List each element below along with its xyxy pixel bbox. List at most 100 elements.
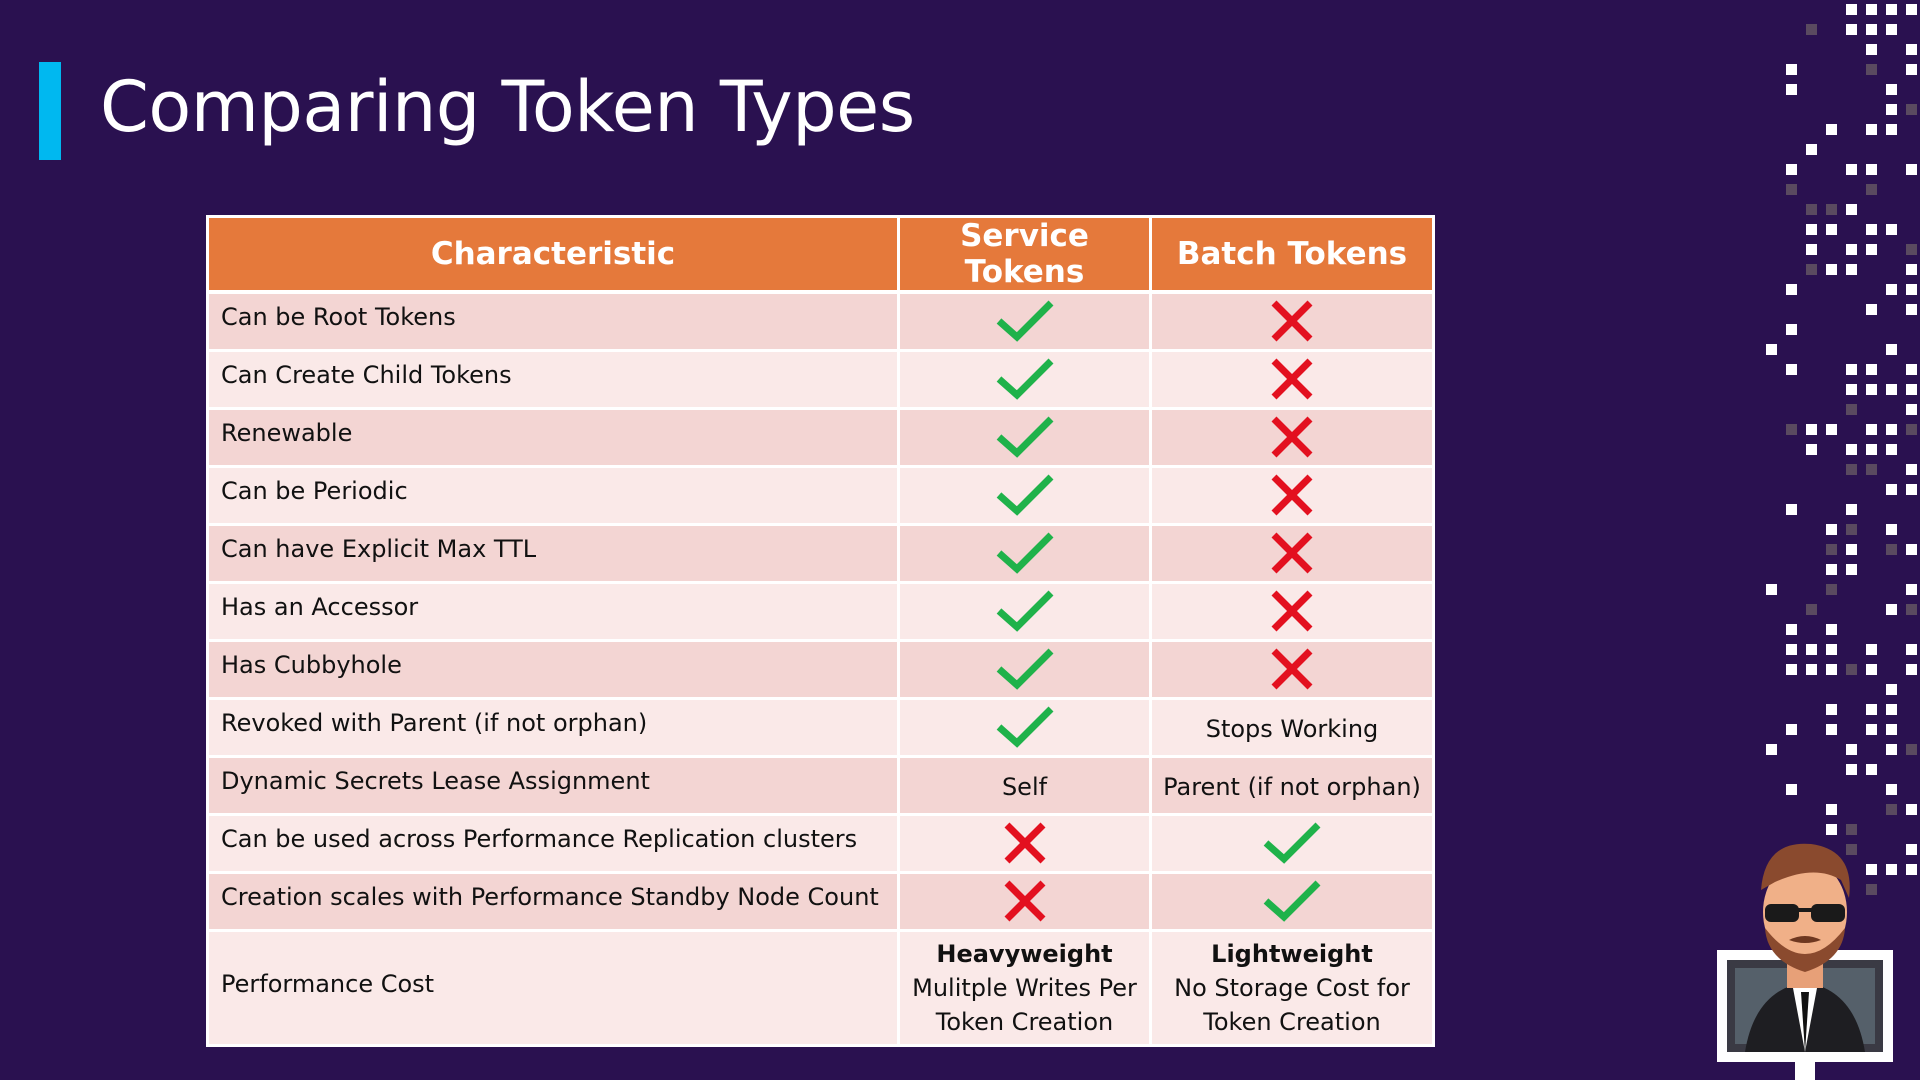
pixel-square bbox=[1766, 744, 1777, 755]
pixel-square bbox=[1906, 244, 1917, 255]
pixel-square bbox=[1866, 764, 1877, 775]
batch-cell bbox=[1149, 638, 1435, 700]
check-icon bbox=[995, 705, 1055, 749]
row-label: Has an Accessor bbox=[206, 580, 900, 642]
pixel-square bbox=[1866, 244, 1877, 255]
header-batch-tokens: Batch Tokens bbox=[1149, 215, 1435, 294]
pixel-square bbox=[1786, 504, 1797, 515]
pixel-square bbox=[1826, 124, 1837, 135]
pixel-square bbox=[1886, 604, 1897, 615]
slide-title: Comparing Token Types bbox=[100, 66, 915, 148]
pixel-square bbox=[1846, 24, 1857, 35]
service-cell bbox=[897, 580, 1152, 642]
pixel-square bbox=[1786, 84, 1797, 95]
service-cell bbox=[897, 870, 1152, 932]
pixel-square bbox=[1826, 424, 1837, 435]
table-header-row: Characteristic Service Tokens Batch Toke… bbox=[206, 215, 1435, 294]
row-label: Can Create Child Tokens bbox=[206, 348, 900, 410]
pixel-square bbox=[1866, 64, 1877, 75]
pixel-square bbox=[1846, 204, 1857, 215]
check-icon bbox=[995, 357, 1055, 401]
pixel-square bbox=[1806, 204, 1817, 215]
pixel-square bbox=[1846, 664, 1857, 675]
service-cell bbox=[897, 406, 1152, 468]
pixel-square bbox=[1886, 224, 1897, 235]
service-cell: Self bbox=[897, 754, 1152, 816]
batch-cost-line: No Storage Cost for bbox=[1174, 973, 1410, 1002]
table-row: Can be Periodic bbox=[206, 464, 1435, 526]
pixel-square bbox=[1866, 124, 1877, 135]
batch-cell: Parent (if not orphan) bbox=[1149, 754, 1435, 816]
cross-icon bbox=[1270, 473, 1314, 517]
pixel-square bbox=[1906, 4, 1917, 15]
batch-cell bbox=[1149, 522, 1435, 584]
pixel-square bbox=[1886, 424, 1897, 435]
service-cost-cell: Heavyweight Mulitple Writes Per Token Cr… bbox=[897, 928, 1152, 1047]
check-icon bbox=[995, 531, 1055, 575]
row-label: Renewable bbox=[206, 406, 900, 468]
pixel-square bbox=[1806, 444, 1817, 455]
service-cell bbox=[897, 522, 1152, 584]
pixel-square bbox=[1906, 844, 1917, 855]
pixel-square bbox=[1906, 64, 1917, 75]
pixel-square bbox=[1786, 284, 1797, 295]
pixel-square bbox=[1826, 204, 1837, 215]
pixel-square bbox=[1906, 424, 1917, 435]
pixel-square bbox=[1826, 544, 1837, 555]
pixel-square bbox=[1866, 304, 1877, 315]
table-row: Creation scales with Performance Standby… bbox=[206, 870, 1435, 932]
cross-icon bbox=[1003, 879, 1047, 923]
batch-cost-line: Token Creation bbox=[1203, 1007, 1381, 1036]
pixel-square bbox=[1806, 264, 1817, 275]
pixel-square bbox=[1846, 264, 1857, 275]
batch-cell bbox=[1149, 464, 1435, 526]
batch-cell: Stops Working bbox=[1149, 696, 1435, 758]
check-icon bbox=[995, 647, 1055, 691]
pixel-square bbox=[1886, 684, 1897, 695]
table-row: Has an Accessor bbox=[206, 580, 1435, 642]
pixel-square bbox=[1886, 784, 1897, 795]
title-accent-bar bbox=[39, 62, 61, 160]
cross-icon bbox=[1003, 821, 1047, 865]
pixel-square bbox=[1786, 324, 1797, 335]
pixel-square bbox=[1846, 504, 1857, 515]
pixel-square bbox=[1866, 364, 1877, 375]
pixel-square bbox=[1846, 764, 1857, 775]
pixel-square bbox=[1906, 604, 1917, 615]
table-row: Can be used across Performance Replicati… bbox=[206, 812, 1435, 874]
row-label: Can be Periodic bbox=[206, 464, 900, 526]
pixel-square bbox=[1786, 164, 1797, 175]
pixel-square bbox=[1826, 584, 1837, 595]
pixel-square bbox=[1886, 484, 1897, 495]
pixel-square bbox=[1906, 544, 1917, 555]
pixel-square bbox=[1866, 24, 1877, 35]
pixel-square bbox=[1806, 24, 1817, 35]
batch-cell bbox=[1149, 348, 1435, 410]
pixel-square bbox=[1906, 744, 1917, 755]
pixel-square bbox=[1826, 724, 1837, 735]
pixel-square bbox=[1906, 364, 1917, 375]
header-service-tokens: Service Tokens bbox=[897, 215, 1152, 294]
header-characteristic: Characteristic bbox=[206, 215, 900, 294]
pixel-square bbox=[1866, 664, 1877, 675]
batch-cell bbox=[1149, 870, 1435, 932]
pixel-square bbox=[1826, 224, 1837, 235]
pixel-square bbox=[1846, 4, 1857, 15]
batch-cell bbox=[1149, 812, 1435, 874]
pixel-square bbox=[1846, 404, 1857, 415]
pixel-square bbox=[1786, 784, 1797, 795]
check-icon bbox=[1262, 879, 1322, 923]
pixel-square bbox=[1846, 524, 1857, 535]
pixel-square bbox=[1826, 644, 1837, 655]
pixel-square bbox=[1766, 584, 1777, 595]
comparison-table: Characteristic Service Tokens Batch Toke… bbox=[206, 215, 1435, 1047]
pixel-square bbox=[1866, 384, 1877, 395]
pixel-square bbox=[1906, 644, 1917, 655]
pixel-square bbox=[1886, 84, 1897, 95]
pixel-square bbox=[1846, 444, 1857, 455]
pixel-square bbox=[1866, 44, 1877, 55]
pixel-square bbox=[1846, 384, 1857, 395]
pixel-square bbox=[1806, 424, 1817, 435]
cross-icon bbox=[1270, 589, 1314, 633]
